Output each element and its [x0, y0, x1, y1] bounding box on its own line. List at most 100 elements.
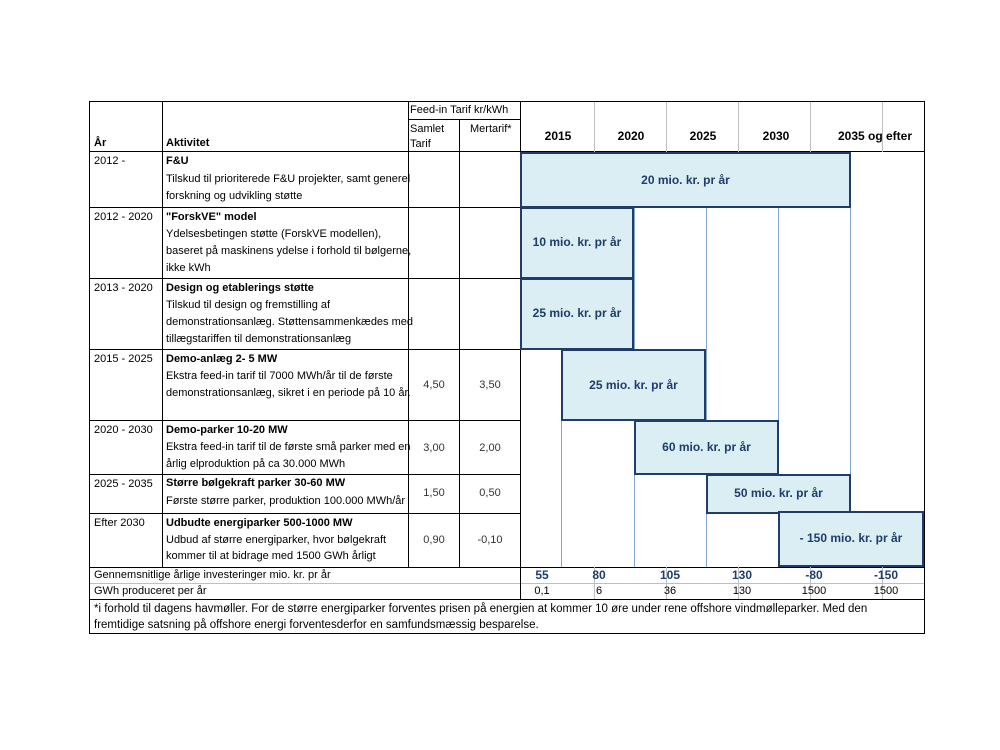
tot-rule-0: [520, 567, 521, 599]
year-2035: 2035 og efter: [837, 129, 913, 143]
col-rule-y2025: [738, 102, 739, 152]
gwh-value: 36: [663, 585, 677, 597]
header-rule: [90, 151, 924, 152]
row-desc: Tilskud til prioriterede F&U projekter, …: [166, 173, 411, 185]
funding-bar: [520, 152, 851, 208]
row-desc: Første større parker, produktion 100.000…: [166, 495, 406, 507]
header-mertarif: Mertarif*: [470, 123, 512, 135]
footnote-line: *i forhold til dagens havmøller. For de …: [94, 603, 868, 615]
row-period: 2025 - 2035: [94, 478, 153, 490]
header-activity: Aktivitet: [166, 137, 210, 149]
bar-label: 25 mio. kr. pr år: [589, 378, 678, 392]
col-rule-y2030: [810, 102, 811, 152]
row-period: 2012 - 2020: [94, 211, 153, 223]
row-rule-5: [90, 474, 520, 475]
row-period: Efter 2030: [94, 517, 145, 529]
funding-bar: [561, 349, 706, 421]
total-value: -150: [873, 568, 899, 582]
gwh-value: 1500: [873, 585, 899, 597]
row-desc: ikke kWh: [166, 262, 211, 274]
tot-rule-4: [810, 567, 811, 599]
col-rule-activity: [408, 102, 409, 567]
year-2025: 2025: [689, 129, 717, 143]
row-tarif: 3,00: [423, 442, 445, 454]
row-desc: Ydelsesbetingen støtte (ForskVE modellen…: [166, 228, 382, 240]
year-2030: 2030: [762, 129, 790, 143]
row-mertarif: 3,50: [479, 379, 501, 391]
row-tarif: 4,50: [423, 379, 445, 391]
header-tarif: Tarif: [410, 138, 431, 150]
col-rule-y2035: [882, 102, 883, 152]
feedin-rule: [408, 119, 520, 120]
total-value: 105: [659, 568, 681, 582]
bar-label: 20 mio. kr. pr år: [641, 173, 730, 187]
row-title: Større bølgekraft parker 30-60 MW: [166, 477, 346, 489]
gwh-rule: [90, 583, 924, 584]
col-rule-y2015: [594, 102, 595, 152]
col-rule-y2020: [666, 102, 667, 152]
row-period: 2012 -: [94, 155, 126, 167]
row-desc: kommer til at bidrage med 1500 GWh årlig…: [166, 550, 376, 562]
year-2015: 2015: [544, 129, 572, 143]
funding-table: År Aktivitet Feed-in Tarif kr/kWh Samlet…: [89, 101, 925, 634]
gwh-value: 6: [595, 585, 603, 597]
row-desc: Ekstra feed-in tarif til 7000 MWh/år til…: [166, 370, 393, 382]
row-mertarif: 0,50: [479, 487, 501, 499]
total-value: 130: [731, 568, 753, 582]
row-rule-6: [90, 513, 520, 514]
footnote-rule: [90, 599, 924, 600]
row-mertarif: 2,00: [479, 442, 501, 454]
funding-bar: [706, 474, 851, 514]
bar-label: 25 mio. kr. pr år: [532, 306, 622, 320]
tot-rule-5: [882, 567, 883, 599]
row-desc: Udbud af større energiparker, hvor bølge…: [166, 534, 387, 546]
total-value: 55: [535, 568, 549, 582]
row-desc: Ekstra feed-in tarif til de første små p…: [166, 441, 411, 453]
row-tarif: 0,90: [423, 534, 445, 546]
gwh-value: 130: [732, 585, 752, 597]
row-title: Udbudte energiparker 500-1000 MW: [166, 517, 353, 529]
bar-label: - 150 mio. kr. pr år: [799, 531, 903, 545]
row-title: Demo-parker 10-20 MW: [166, 424, 288, 436]
tot-rule-2: [666, 567, 667, 599]
row-rule-3: [90, 349, 520, 350]
row-desc: Tilskud til design og fremstilling af: [166, 299, 331, 311]
gwh-value: 0,1: [534, 585, 550, 597]
row-rule-1: [90, 207, 520, 208]
row-rule-2: [90, 278, 520, 279]
row-desc: forskning og udvikling støtte: [166, 190, 303, 202]
row-period: 2015 - 2025: [94, 353, 153, 365]
row-title: F&U: [166, 155, 189, 167]
row-desc: baseret på maskinens ydelse i forhold ti…: [166, 245, 412, 257]
row-title: Demo-anlæg 2- 5 MW: [166, 353, 278, 365]
row-period: 2013 - 2020: [94, 282, 153, 294]
row-tarif: 1,50: [423, 487, 445, 499]
gwh-label: GWh produceret per år: [94, 585, 207, 597]
guide-line: [850, 152, 851, 567]
footnote-line: fremtidige satsning på offshore energi f…: [94, 619, 539, 631]
row-desc: demonstrationsanlæg, sikret i en periode…: [166, 387, 411, 399]
bar-label: 60 mio. kr. pr år: [662, 440, 751, 454]
bar-label: 10 mio. kr. pr år: [532, 235, 622, 249]
row-desc: tillægstariffen til demonstrationsanlæg: [166, 333, 352, 345]
col-rule-year: [162, 102, 163, 567]
tot-rule-1: [594, 567, 595, 599]
guide-line: [706, 152, 707, 567]
guide-line: [778, 152, 779, 567]
row-mertarif: -0,10: [477, 534, 503, 546]
total-value: -80: [805, 568, 823, 582]
funding-bar: [634, 420, 779, 475]
header-samlet: Samlet: [410, 123, 445, 135]
year-2020: 2020: [617, 129, 645, 143]
row-title: Design og etablerings støtte: [166, 282, 314, 294]
total-value: 80: [592, 568, 606, 582]
funding-bar: [778, 511, 924, 567]
row-desc: årlig elproduktion på ca 30.000 MWh: [166, 458, 346, 470]
row-title: "ForskVE" model: [166, 211, 257, 223]
bar-label: 50 mio. kr. pr år: [734, 486, 823, 500]
row-period: 2020 - 2030: [94, 424, 153, 436]
totals-label: Gennemsnitlige årlige investeringer mio.…: [94, 569, 331, 581]
row-desc: demonstrationsanlæg. Støttensammenkædes …: [166, 316, 414, 328]
header-year: År: [94, 137, 107, 149]
tot-rule-3: [738, 567, 739, 599]
